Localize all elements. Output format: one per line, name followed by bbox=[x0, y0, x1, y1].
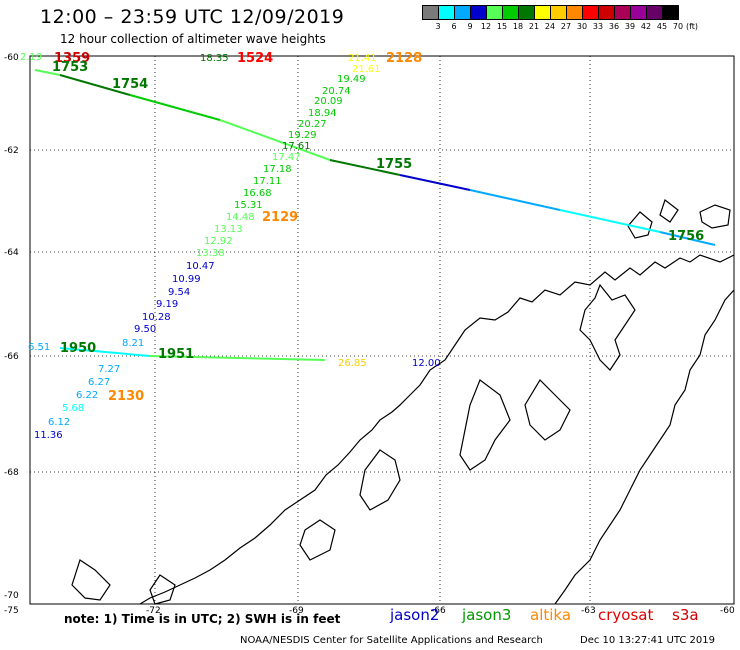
color-scale-value: 45 bbox=[656, 22, 668, 31]
color-scale-value: 70 bbox=[672, 22, 684, 31]
pass-time-1754: 1754 bbox=[112, 77, 148, 92]
color-scale-value: 27 bbox=[560, 22, 572, 31]
lon-label: -66 bbox=[431, 606, 446, 616]
lat-label: -68 bbox=[4, 468, 19, 478]
swh-value: 7.27 bbox=[98, 364, 120, 375]
latitude-labels: -60 -62 -64 -66 -68 -70 bbox=[4, 53, 19, 601]
swh-value: 20.09 bbox=[314, 96, 343, 107]
lon-label: -72 bbox=[146, 606, 161, 616]
swh-value: 18.94 bbox=[308, 108, 337, 119]
swh-value: 21.41 bbox=[348, 53, 377, 64]
color-scale-value: 39 bbox=[624, 22, 636, 31]
swh-value: 6.51 bbox=[28, 342, 50, 353]
pass-time-2129: 2129 bbox=[262, 210, 298, 225]
swh-value: 13.38 bbox=[196, 248, 225, 259]
pass-time-1950: 1950 bbox=[60, 341, 96, 356]
swh-value: 6.12 bbox=[48, 417, 70, 428]
color-scale-value: 24 bbox=[544, 22, 556, 31]
swh-value: 6.27 bbox=[88, 377, 110, 388]
lon-label: -60 bbox=[720, 606, 735, 616]
swh-value: 17.18 bbox=[263, 164, 292, 175]
pass-time-1951: 1951 bbox=[158, 347, 194, 362]
swh-value: 14.48 bbox=[226, 212, 255, 223]
swh-value: 19.29 bbox=[288, 130, 317, 141]
lat-label: -70 bbox=[4, 591, 19, 601]
swh-value: 13.13 bbox=[214, 224, 243, 235]
lat-label: -60 bbox=[4, 53, 19, 63]
color-scale-value: 6 bbox=[451, 22, 457, 31]
pass-time-2130: 2130 bbox=[108, 389, 144, 404]
pass-time-1756: 1756 bbox=[668, 229, 704, 244]
swh-value: 2.19 bbox=[20, 52, 42, 63]
color-scale-value: 42 bbox=[640, 22, 652, 31]
swh-value: 6.22 bbox=[76, 390, 98, 401]
swh-value: 19.49 bbox=[337, 74, 366, 85]
track-ticks bbox=[34, 69, 716, 361]
satellite-legend-jason2: jason2 bbox=[390, 606, 440, 624]
coastline bbox=[71, 199, 735, 605]
swh-value: 10.47 bbox=[186, 261, 215, 272]
swh-value: 17.47 bbox=[272, 152, 301, 163]
swh-value: 10.28 bbox=[142, 312, 171, 323]
color-scale-swatches bbox=[422, 5, 679, 20]
lat-label: -64 bbox=[4, 248, 19, 258]
swh-value: 9.54 bbox=[168, 287, 190, 298]
color-scale-value: 21 bbox=[528, 22, 540, 31]
generation-timestamp: Dec 10 13:27:41 UTC 2019 bbox=[580, 635, 715, 646]
swh-value: 20.74 bbox=[322, 86, 351, 97]
swh-value: 12.92 bbox=[204, 236, 233, 247]
map-frame bbox=[29, 55, 735, 605]
swh-value: 5.68 bbox=[62, 403, 84, 414]
swh-value: 17.61 bbox=[282, 141, 311, 152]
swh-value: 12.00 bbox=[412, 358, 441, 369]
lon-label: -69 bbox=[289, 606, 304, 616]
color-scale-value: 36 bbox=[608, 22, 620, 31]
swh-value: 18.35 bbox=[200, 53, 229, 64]
color-scale-unit: (ft) bbox=[685, 22, 699, 31]
satellite-legend-s3a: s3a bbox=[672, 606, 699, 624]
swh-value: 26.85 bbox=[338, 358, 367, 369]
swh-value: 16.68 bbox=[243, 188, 272, 199]
swh-value: 8.21 bbox=[122, 338, 144, 349]
color-scale-value: 15 bbox=[496, 22, 508, 31]
pass-time-1524: 1524 bbox=[237, 51, 273, 66]
swh-value: 20.27 bbox=[298, 119, 327, 130]
satellite-legend-jason3: jason3 bbox=[462, 606, 512, 624]
lat-label: -62 bbox=[4, 146, 19, 156]
lon-label: -63 bbox=[581, 606, 596, 616]
color-scale-legend: 3 6 9 12 15 18 21 24 27 30 33 36 39 42 45 70 (ft) bbox=[422, 5, 698, 34]
color-scale-value: 3 bbox=[435, 22, 441, 31]
swh-value: 10.99 bbox=[172, 274, 201, 285]
swh-value: 15.31 bbox=[234, 200, 263, 211]
page-title: 12:00 – 23:59 UTC 12/09/2019 bbox=[40, 6, 345, 28]
pass-time-1755: 1755 bbox=[376, 157, 412, 172]
color-scale-value: 18 bbox=[512, 22, 524, 31]
satellite-legend-altika: altika bbox=[530, 606, 572, 624]
pass-time-labels: 1359 1524 2128 1753 1754 1755 1756 2129 … bbox=[52, 51, 704, 404]
swh-value: 11.36 bbox=[34, 430, 63, 441]
swh-value: 9.19 bbox=[156, 299, 178, 310]
graticule bbox=[30, 56, 734, 604]
page-subtitle: 12 hour collection of altimeter wave hei… bbox=[60, 32, 326, 46]
color-scale-value: 12 bbox=[480, 22, 492, 31]
swh-value-labels: 2.19 18.35 21.41 21.61 19.49 20.74 20.09… bbox=[20, 52, 441, 441]
color-scale-swatch bbox=[662, 5, 679, 20]
swh-value: 21.61 bbox=[352, 64, 381, 75]
lon-label: -75 bbox=[4, 606, 19, 616]
swh-value: 9.50 bbox=[134, 324, 156, 335]
pass-time-1753: 1753 bbox=[52, 60, 88, 75]
units-note: note: 1) Time is in UTC; 2) SWH is in fe… bbox=[64, 612, 341, 626]
satellite-legend-cryosat: cryosat bbox=[598, 606, 654, 624]
color-scale-labels: 3 6 9 12 15 18 21 24 27 30 33 36 39 42 45 70 (ft) bbox=[422, 20, 698, 34]
swh-value: 17.11 bbox=[253, 176, 282, 187]
color-scale-value: 9 bbox=[467, 22, 473, 31]
color-scale-value: 30 bbox=[576, 22, 588, 31]
lat-label: -66 bbox=[4, 352, 19, 362]
credit-text: NOAA/NESDIS Center for Satellite Applica… bbox=[240, 635, 543, 646]
pass-time-2128: 2128 bbox=[386, 51, 422, 66]
color-scale-value: 33 bbox=[592, 22, 604, 31]
longitude-labels: -75 -72 -69 -66 -63 -60 bbox=[4, 606, 735, 616]
pass-time-1359: 1359 bbox=[54, 51, 90, 66]
